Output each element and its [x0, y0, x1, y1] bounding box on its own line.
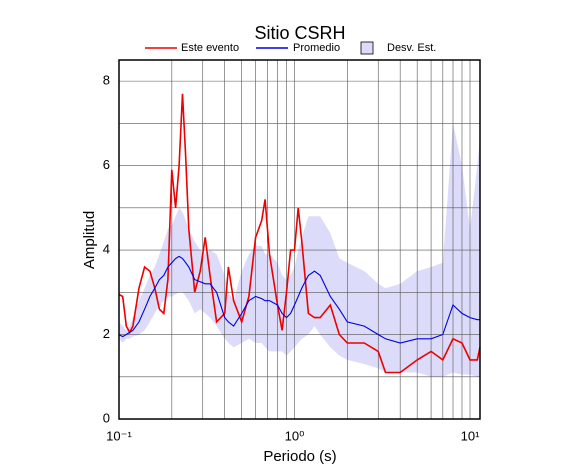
plot-frame: [118, 59, 481, 420]
x-tick-label: 10⁻¹: [106, 428, 132, 443]
y-tick-label: 6: [103, 157, 110, 172]
x-tick-label: 10¹: [461, 428, 480, 443]
y-tick-label: 0: [103, 410, 110, 425]
x-tick-label: 10⁰: [285, 428, 305, 443]
legend-label: Promedio: [293, 42, 340, 54]
y-axis-label: Amplitud: [81, 211, 98, 269]
x-axis-label: Periodo (s): [263, 448, 336, 465]
y-tick-label: 8: [103, 73, 110, 88]
legend-swatch: [360, 41, 374, 55]
series-line: [118, 93, 481, 374]
legend-label: Este evento: [181, 42, 239, 54]
legend-label: Desv. Est.: [387, 42, 436, 54]
y-tick-label: 4: [103, 241, 110, 256]
chart-title: Sitio CSRH: [254, 23, 345, 43]
y-tick-label: 2: [103, 326, 110, 341]
series-line: [118, 255, 480, 344]
